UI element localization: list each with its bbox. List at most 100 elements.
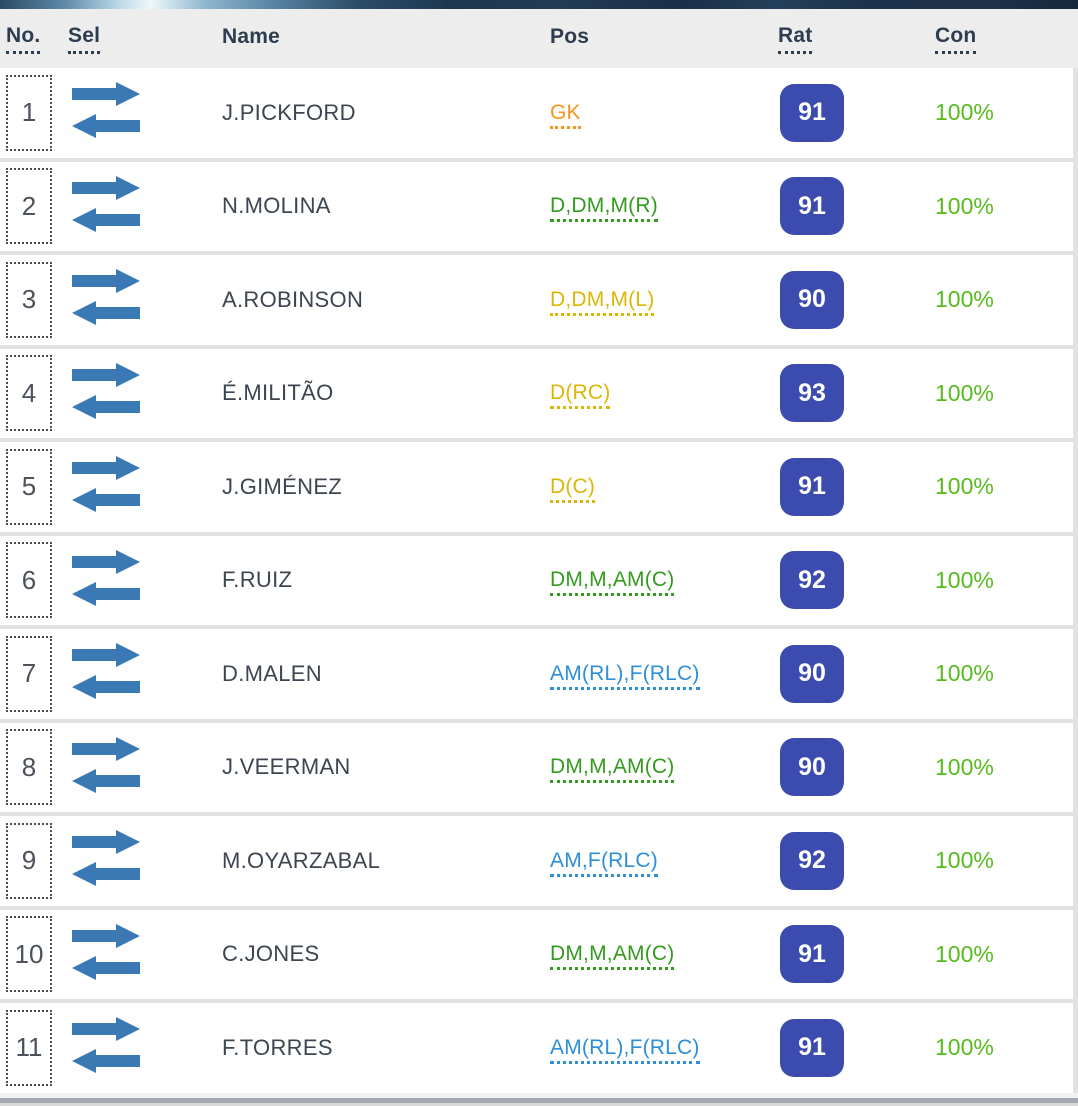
cell-no: 7 [6, 635, 68, 712]
swap-arrows-icon[interactable] [70, 82, 142, 139]
shirt-number-box[interactable]: 10 [6, 916, 52, 993]
swap-arrows-icon[interactable] [70, 643, 142, 700]
swap-arrows-icon[interactable] [70, 175, 142, 232]
player-positions-link[interactable]: D,DM,M(L) [550, 287, 655, 316]
cell-no: 5 [6, 448, 68, 525]
table-row: 6 F.RUIZ DM,M,AM(C) 92 100% [0, 535, 1073, 625]
table-row: 10 C.JONES DM,M,AM(C) 91 100% [0, 909, 1073, 999]
table-row: 8 J.VEERMAN DM,M,AM(C) 90 100% [0, 722, 1073, 812]
rating-badge: 91 [780, 925, 844, 984]
horizontal-scrollbar-thumb[interactable] [0, 1097, 1078, 1103]
table-row: 9 M.OYARZABAL AM,F(RLC) 92 100% [0, 816, 1073, 906]
shirt-number-box[interactable]: 4 [6, 355, 52, 432]
swap-arrows-icon[interactable] [70, 362, 142, 419]
cell-rat: 93 [778, 364, 935, 423]
player-positions-link[interactable]: DM,M,AM(C) [550, 942, 675, 971]
shirt-number-box[interactable]: 11 [6, 1009, 52, 1086]
cell-no: 9 [6, 822, 68, 899]
condition-value: 100% [935, 192, 994, 219]
player-name: M.OYARZABAL [222, 847, 381, 873]
shirt-number-box[interactable]: 3 [6, 261, 52, 338]
cell-sel [68, 923, 222, 985]
cell-no: 6 [6, 542, 68, 619]
cell-con: 100% [935, 473, 1073, 500]
shirt-number-box[interactable]: 8 [6, 729, 52, 806]
table-row: 11 F.TORRES AM(RL),F(RLC) 91 100% [0, 1003, 1073, 1093]
cell-sel [68, 456, 222, 517]
cell-no: 2 [6, 168, 68, 245]
player-positions-link[interactable]: GK [550, 100, 581, 129]
rating-badge: 91 [780, 1018, 844, 1077]
swap-arrows-icon[interactable] [70, 456, 142, 513]
cell-pos: AM,F(RLC) [550, 848, 778, 877]
condition-value: 100% [935, 473, 994, 500]
cell-con: 100% [935, 193, 1073, 220]
swap-arrows-icon[interactable] [70, 830, 142, 887]
cell-rat: 92 [778, 551, 935, 610]
cell-pos: GK [550, 100, 778, 129]
cell-sel [68, 549, 222, 611]
shirt-number-box[interactable]: 9 [6, 822, 52, 899]
column-header-sel[interactable]: Sel [68, 24, 222, 54]
cell-no: 10 [6, 916, 68, 993]
cell-con: 100% [935, 567, 1073, 594]
shirt-number: 8 [21, 751, 37, 782]
cell-name: M.OYARZABAL [222, 848, 550, 874]
cell-sel [68, 1017, 222, 1078]
swap-arrows-icon[interactable] [70, 1017, 142, 1074]
rating-badge: 91 [780, 83, 844, 142]
player-positions-link[interactable]: AM(RL),F(RLC) [550, 1035, 700, 1064]
table-header: No. Sel Name Pos Rat Con [0, 9, 1078, 68]
column-header-con[interactable]: Con [935, 24, 1078, 54]
shirt-number-box[interactable]: 7 [6, 635, 52, 712]
cell-name: F.RUIZ [222, 567, 550, 593]
table-row: 4 É.MILITÃO D(RC) 93 100% [0, 348, 1073, 438]
cell-rat: 90 [778, 270, 935, 329]
player-name: J.VEERMAN [222, 754, 351, 780]
player-positions-link[interactable]: AM(RL),F(RLC) [550, 661, 700, 690]
player-positions-link[interactable]: D(C) [550, 474, 596, 503]
condition-value: 100% [935, 1034, 994, 1061]
shirt-number: 7 [21, 658, 37, 689]
shirt-number: 9 [21, 845, 37, 876]
player-positions-link[interactable]: AM,F(RLC) [550, 848, 658, 877]
swap-arrows-icon[interactable] [70, 736, 142, 793]
cell-pos: D,DM,M(R) [550, 194, 778, 223]
shirt-number-box[interactable]: 5 [6, 448, 52, 525]
cell-rat: 90 [778, 644, 935, 703]
swap-arrows-icon[interactable] [70, 549, 142, 606]
swap-arrows-icon[interactable] [70, 269, 142, 326]
column-header-rat[interactable]: Rat [778, 24, 935, 54]
player-positions-link[interactable]: D(RC) [550, 381, 611, 410]
player-positions-link[interactable]: DM,M,AM(C) [550, 755, 675, 784]
shirt-number-box[interactable]: 1 [6, 74, 52, 151]
bottom-scrollbar-track [0, 1092, 1078, 1106]
player-positions-link[interactable]: D,DM,M(R) [550, 194, 658, 223]
rating-badge: 91 [780, 177, 844, 236]
player-name: A.ROBINSON [222, 286, 364, 312]
cell-con: 100% [935, 286, 1073, 313]
cell-name: C.JONES [222, 941, 550, 967]
cell-no: 1 [6, 74, 68, 151]
cell-sel [68, 362, 222, 424]
cell-name: J.GIMÉNEZ [222, 474, 550, 500]
swap-arrows-icon[interactable] [70, 923, 142, 980]
cell-rat: 91 [778, 83, 935, 142]
column-header-no[interactable]: No. [6, 24, 68, 54]
shirt-number-box[interactable]: 6 [6, 542, 52, 619]
cell-con: 100% [935, 847, 1073, 874]
shirt-number: 10 [14, 938, 44, 969]
column-header-name: Name [222, 25, 280, 48]
shirt-number: 2 [21, 190, 37, 221]
rating-badge: 93 [780, 364, 844, 423]
cell-con: 100% [935, 754, 1073, 781]
cell-no: 8 [6, 729, 68, 806]
shirt-number-box[interactable]: 2 [6, 168, 52, 245]
player-name: J.GIMÉNEZ [222, 473, 343, 499]
player-positions-link[interactable]: DM,M,AM(C) [550, 568, 675, 597]
cell-pos: AM(RL),F(RLC) [550, 1035, 778, 1064]
player-name: J.PICKFORD [222, 99, 356, 125]
cell-con: 100% [935, 660, 1073, 687]
cell-pos: D,DM,M(L) [550, 287, 778, 316]
cell-pos: D(RC) [550, 381, 778, 410]
